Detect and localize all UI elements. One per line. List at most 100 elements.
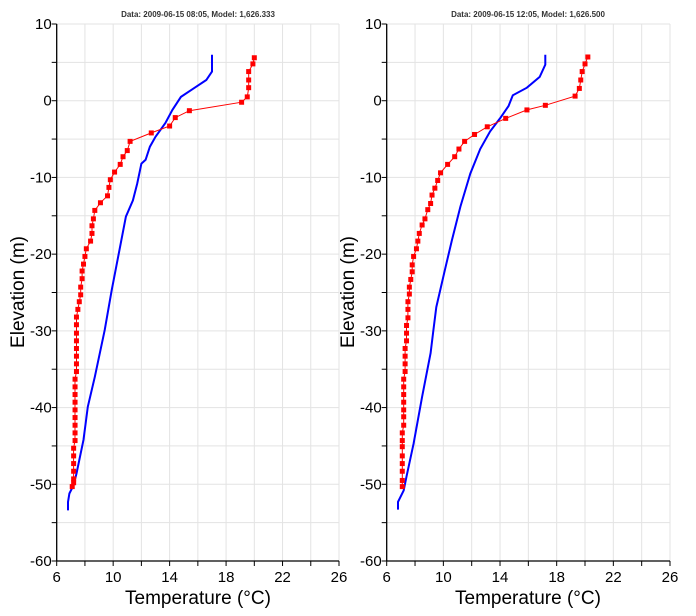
data-point-marker [405, 306, 411, 312]
data-point-marker [120, 154, 126, 160]
data-point-marker [399, 477, 405, 483]
data-point-marker [73, 314, 79, 320]
grid [386, 23, 671, 561]
y-axis-label: Elevation (m) [8, 236, 29, 348]
data-point-marker [422, 216, 428, 222]
data-point-marker [576, 85, 582, 91]
data-point-marker [456, 146, 462, 152]
y-tick-label: -30 [30, 323, 52, 340]
data-point-marker [97, 200, 103, 206]
data-point-marker [402, 346, 408, 352]
data-point-marker [71, 468, 77, 474]
y-tick-label: 0 [43, 93, 51, 110]
data-point-marker [75, 306, 81, 312]
x-tick-label: 14 [161, 569, 178, 586]
data-point-marker [399, 438, 405, 444]
data-point-marker [405, 299, 411, 305]
data-point-marker [452, 154, 458, 160]
data-point-marker [73, 346, 79, 352]
data-point-marker [401, 399, 407, 405]
data-series-line [401, 56, 589, 487]
y-tick-label: -60 [30, 553, 52, 570]
data-point-marker [117, 161, 123, 167]
data-point-marker [82, 253, 88, 259]
data-point-marker [71, 445, 77, 451]
data-point-marker [409, 269, 415, 275]
x-tick-label: 6 [383, 569, 391, 586]
x-tick-label: 18 [218, 569, 235, 586]
data-point-marker [415, 238, 421, 244]
x-tick-label: 18 [548, 569, 565, 586]
data-point-marker [148, 130, 154, 136]
data-point-marker [404, 330, 410, 336]
data-point-marker [106, 184, 112, 190]
data-point-marker [92, 207, 98, 213]
data-point-marker [78, 292, 84, 298]
data-point-marker [399, 461, 405, 467]
data-point-marker [402, 353, 408, 359]
data-point-marker [401, 392, 407, 398]
model-series-line [67, 54, 213, 511]
data-point-marker [578, 77, 584, 83]
data-point-marker [399, 430, 405, 436]
data-point-marker [73, 369, 79, 375]
y-tick-label: -40 [30, 400, 52, 417]
data-point-marker [73, 322, 79, 328]
data-point-marker [401, 384, 407, 390]
data-point-marker [71, 461, 77, 467]
data-point-marker [79, 268, 85, 274]
data-point-marker [585, 54, 591, 60]
data-point-marker [73, 353, 79, 359]
data-point-marker [405, 315, 411, 321]
data-point-marker [399, 468, 405, 474]
data-point-marker [401, 422, 407, 428]
y-tick-label: 10 [35, 16, 52, 33]
data-point-marker [246, 85, 252, 91]
data-point-marker [81, 261, 87, 267]
data-series-line [71, 57, 255, 487]
x-axis-label: Temperature (°C) [455, 588, 601, 609]
x-tick-label: 10 [105, 569, 122, 586]
y-axis-label: Elevation (m) [338, 236, 359, 348]
data-point-marker [72, 407, 78, 413]
data-point-marker [72, 399, 78, 405]
data-point-marker [435, 177, 441, 183]
x-tick-label: 10 [435, 569, 452, 586]
x-tick-label: 14 [492, 569, 509, 586]
y-tick-label: -40 [360, 400, 382, 417]
model-series-line [397, 54, 547, 510]
y-tick-label: -20 [30, 246, 52, 263]
data-point-marker [399, 484, 405, 490]
grid [56, 23, 340, 561]
x-axis-label: Temperature (°C) [125, 588, 271, 609]
data-point-marker [472, 131, 478, 137]
data-point-marker [124, 148, 130, 154]
chart-title: Data: 2009-06-15 12:05, Model: 1,626.500 [451, 10, 605, 19]
data-point-marker [413, 246, 419, 252]
data-point-marker [416, 230, 422, 236]
data-point-marker [503, 115, 509, 121]
data-point-marker [71, 453, 77, 459]
data-point-marker [83, 246, 89, 252]
data-point-marker [127, 138, 133, 144]
y-tick-label: -10 [360, 169, 382, 186]
data-point-marker [72, 415, 78, 421]
data-point-marker [419, 222, 425, 228]
data-point-marker [73, 338, 79, 344]
data-point-marker [399, 453, 405, 459]
data-point-marker [524, 107, 530, 113]
data-point-marker [76, 299, 82, 305]
data-point-marker [244, 94, 250, 100]
data-point-marker [406, 284, 412, 290]
data-point-marker [404, 338, 410, 344]
data-point-marker [72, 430, 78, 436]
data-point-marker [72, 376, 78, 382]
data-point-marker [72, 422, 78, 428]
data-point-marker [250, 61, 256, 67]
data-point-marker [72, 392, 78, 398]
y-tick-label: -30 [360, 323, 382, 340]
data-point-marker [462, 138, 468, 144]
y-tick-label: 10 [365, 16, 382, 33]
data-point-marker [69, 484, 75, 490]
data-point-marker [425, 207, 431, 213]
